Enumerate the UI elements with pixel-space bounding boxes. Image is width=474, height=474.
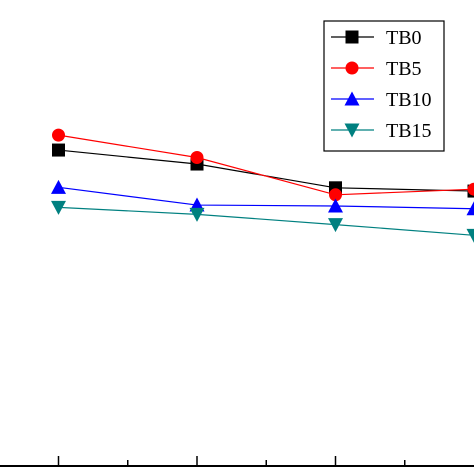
data-point-tb15 [328,218,343,233]
legend-marker-tb10 [344,91,360,106]
data-point-tb10 [51,179,66,194]
data-point-tb15 [189,207,205,222]
axes [0,456,474,467]
data-point-tb15 [466,228,474,243]
legend-marker-tb5 [345,61,359,75]
data-point-tb15 [51,200,66,215]
legend-label-tb10: TB10 [386,89,432,111]
legend-label-tb0: TB0 [386,27,422,49]
data-point-tb5 [52,128,65,142]
series-line-tb10 [58,186,474,210]
series-group [51,128,474,243]
legend-label-tb5: TB5 [386,58,422,80]
legend-marker-tb15 [344,123,360,138]
legend-box [323,20,445,152]
data-point-tb5 [467,182,474,196]
data-point-tb5 [190,151,204,165]
series-line-tb0 [58,149,474,192]
legend-label-tb15: TB15 [386,120,432,142]
data-point-tb5 [329,188,342,202]
legend-marker-tb0 [345,30,359,44]
series-line-tb5 [58,134,474,196]
series-line-tb15 [58,206,474,236]
data-point-tb0 [52,143,65,157]
data-point-tb10 [466,201,474,216]
legend: TB0 TB5 TB10 TB15 [323,20,445,152]
data-point-tb10 [328,198,343,213]
